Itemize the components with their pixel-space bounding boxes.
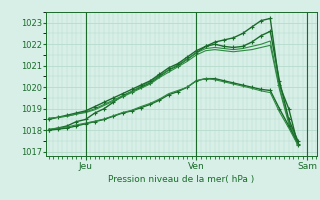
X-axis label: Pression niveau de la mer( hPa ): Pression niveau de la mer( hPa ) [108,175,255,184]
